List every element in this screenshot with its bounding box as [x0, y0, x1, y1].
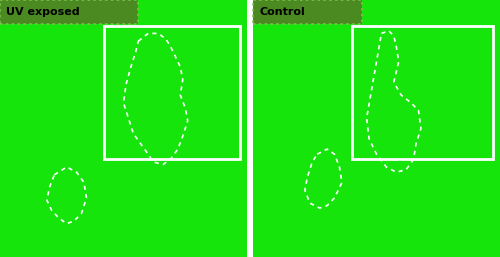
- Bar: [352, 26, 492, 159]
- Bar: [0, 0, 138, 24]
- Bar: [253, 0, 362, 24]
- Text: UV exposed: UV exposed: [6, 7, 80, 17]
- Bar: [104, 26, 240, 159]
- Text: Control: Control: [259, 7, 305, 17]
- Bar: [253, 0, 362, 24]
- Bar: [0, 0, 138, 24]
